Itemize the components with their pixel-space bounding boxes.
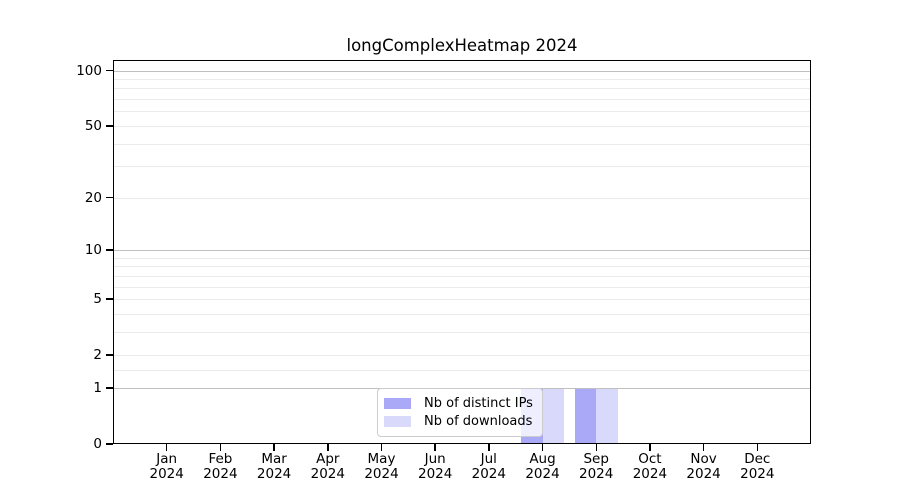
minor-gridline [113,166,811,168]
x-tick-label: Jul 2024 [471,451,506,482]
y-tick-label: 0 [93,436,102,452]
x-tick-label: Feb 2024 [203,451,238,482]
bar-nb-of-downloads [596,387,618,444]
minor-gridline [113,111,811,113]
x-tick [434,444,436,451]
x-tick [756,444,759,451]
minor-gridline [113,125,811,127]
x-tick-label: Sep 2024 [579,451,614,482]
minor-gridline [113,88,811,90]
minor-gridline [113,331,811,333]
legend-row: Nb of distinct IPs [384,395,533,413]
x-tick [595,444,597,451]
x-tick-label: Mar 2024 [256,451,292,482]
plot-area [113,60,811,444]
y-tick [106,125,113,127]
x-tick [488,444,490,451]
x-tick [327,444,329,451]
legend-label: Nb of downloads [424,413,533,429]
x-tick-label: Jan 2024 [149,451,184,482]
x-tick [649,444,651,451]
minor-gridline [113,266,811,268]
major-gridline [113,70,811,72]
y-tick-label: 50 [84,117,102,134]
y-tick-label: 2 [93,347,102,364]
y-tick [106,443,113,445]
bar-nb-of-downloads [542,387,564,444]
y-tick-label: 20 [84,189,102,206]
x-tick [702,444,705,451]
y-tick-label: 10 [84,241,102,258]
y-tick [106,69,113,72]
chart-title: longComplexHeatmap 2024 [346,36,578,55]
x-tick-label: Nov 2024 [686,451,721,482]
x-tick-label: Apr 2024 [310,451,345,482]
x-tick-label: Oct 2024 [632,451,668,482]
x-tick [380,444,383,451]
legend-label: Nb of distinct IPs [424,396,533,412]
x-tick-label: Jun 2024 [418,451,453,482]
bar-nb-of-distinct-ips [574,387,597,444]
minor-gridline [113,286,811,288]
minor-gridline [113,78,811,80]
y-tick [106,298,113,300]
legend-swatch-nb-of-downloads [384,415,411,427]
x-tick-label: May 2024 [364,451,399,482]
y-tick-label: 100 [76,62,102,79]
y-tick [106,354,113,356]
x-tick [165,444,168,451]
minor-gridline [113,313,811,315]
minor-gridline [113,275,811,277]
x-tick-label: Aug 2024 [525,451,560,482]
legend-swatch-nb-of-distinct-ips [384,398,411,410]
y-tick [106,249,113,251]
x-tick [219,444,222,451]
x-tick [541,444,544,451]
x-tick-label: Dec 2024 [740,451,775,482]
minor-gridline [113,257,811,259]
minor-gridline [113,197,811,199]
minor-gridline [113,99,811,100]
y-tick-label: 5 [93,291,102,307]
legend: Nb of distinct IPs Nb of downloads [377,388,543,437]
major-gridline [113,249,811,251]
x-tick [273,444,275,451]
y-tick [106,387,113,389]
minor-gridline [113,143,811,145]
minor-gridline [113,369,811,371]
y-tick [106,196,113,199]
legend-row: Nb of downloads [384,413,533,431]
y-tick-label: 1 [93,379,102,396]
minor-gridline [113,299,811,300]
minor-gridline [113,355,811,357]
